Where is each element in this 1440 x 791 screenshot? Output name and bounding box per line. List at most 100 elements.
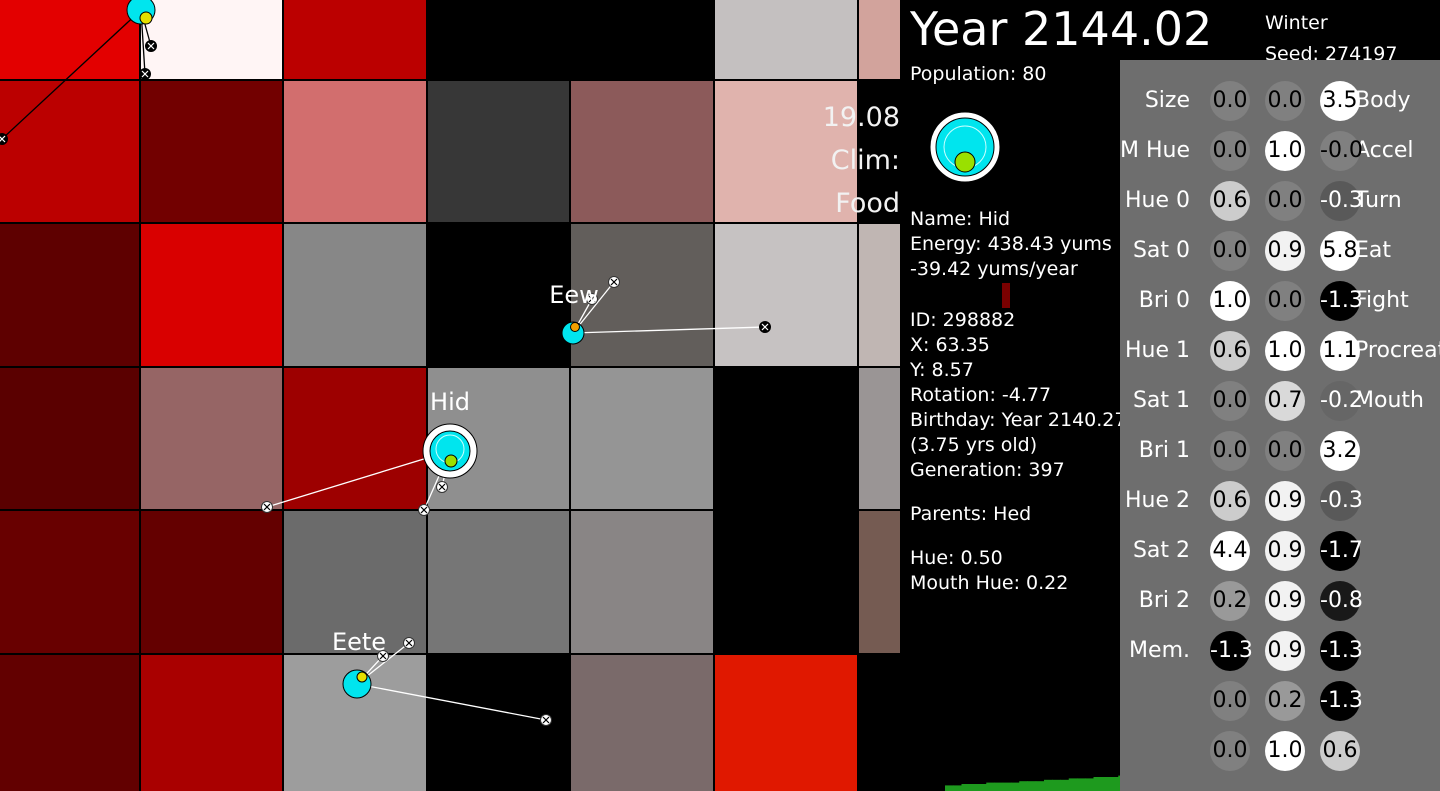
world-tile[interactable] <box>283 366 427 511</box>
world-tile[interactable] <box>857 79 900 224</box>
world-tile[interactable] <box>283 0 427 80</box>
creature-hid[interactable] <box>261 423 478 516</box>
brain-output-label: Eat <box>1355 238 1392 263</box>
world-tile[interactable] <box>857 510 900 654</box>
tile-readout-value: 19.08 <box>822 102 900 133</box>
tile-readout-food: Food <box>835 188 900 219</box>
world-tile[interactable] <box>857 654 900 791</box>
creature-label-hid[interactable]: Hid <box>430 388 470 416</box>
world-tile[interactable] <box>0 79 140 224</box>
world-tile[interactable] <box>0 223 140 367</box>
brain-neuron: 0.0 <box>1210 231 1250 271</box>
brain-neuron: 0.9 <box>1265 581 1305 621</box>
world-tile[interactable] <box>283 510 427 654</box>
world-tile[interactable] <box>857 366 900 511</box>
creature-energy: Energy: 438.43 yums <box>910 233 1112 255</box>
brain-input-label: Hue 1 <box>1124 338 1190 363</box>
world-tile[interactable] <box>139 0 284 80</box>
creature-name: Name: Hid <box>910 208 1011 230</box>
world-tile[interactable] <box>0 366 140 511</box>
creature-eete[interactable] <box>342 637 552 726</box>
world-tile[interactable] <box>714 223 858 367</box>
world-tile[interactable] <box>283 223 427 367</box>
creature-mouth-icon <box>444 454 458 468</box>
brain-output-label: Fight <box>1355 288 1409 313</box>
brain-neuron: -0.8 <box>1320 581 1363 621</box>
brain-neuron: 3.2 <box>1320 431 1360 471</box>
brain-neuron: 0.6 <box>1210 181 1250 221</box>
creature-mouth-icon <box>954 151 976 173</box>
creature-info: Name: Hid Energy: 438.43 yums -39.42 yum… <box>910 207 1126 596</box>
creature-eye-icon <box>436 481 448 493</box>
world-tile[interactable] <box>139 510 284 654</box>
brain-view: Size M Hue Hue 0 Sat 0 Bri 0 Hue 1 Sat 1 Bri 1 H… <box>1120 60 1440 791</box>
population-graph-bar <box>1011 782 1020 791</box>
creature-eye-icon <box>586 293 598 305</box>
brain-input-label: Bri 1 <box>1138 438 1190 463</box>
population-graph-bar <box>1060 779 1070 791</box>
creature-body-icon <box>429 430 471 472</box>
creature-eye-icon <box>139 68 151 80</box>
creature-hue: Hue: 0.50 <box>910 547 1003 569</box>
creature-label-eete[interactable]: Eete <box>331 628 387 656</box>
world-tile[interactable] <box>0 0 140 80</box>
creature-rotation: Rotation: -4.77 <box>910 384 1052 406</box>
world-tile[interactable] <box>570 654 714 791</box>
creature-eye-icon <box>145 40 157 52</box>
population-graph-bar <box>1002 782 1012 791</box>
brain-neuron: 0.6 <box>1210 481 1250 521</box>
creature-id: ID: 298882 <box>910 309 1016 331</box>
creature-mouth-icon <box>570 322 580 332</box>
brain-neuron: -0.2 <box>1320 381 1363 421</box>
world-tile[interactable] <box>714 79 858 224</box>
population-graph-bar <box>1035 781 1045 791</box>
world-tile[interactable] <box>283 79 427 224</box>
creature-unnamed[interactable] <box>0 0 157 145</box>
tile-readout-climate: Clim: <box>830 145 900 176</box>
world-tile[interactable] <box>570 0 714 80</box>
world-tile[interactable] <box>714 654 858 791</box>
brain-neuron: -0.3 <box>1320 181 1363 221</box>
brain-neuron: 0.0 <box>1265 81 1305 121</box>
creature-birthday: Birthday: Year 2140.27 <box>910 409 1127 431</box>
creature-label-eew[interactable]: Eew <box>549 281 599 309</box>
population-graph-bar <box>1068 778 1078 791</box>
world-tile[interactable] <box>426 79 571 224</box>
world-tile[interactable] <box>714 0 858 80</box>
population-graph-bar <box>1044 779 1053 791</box>
creature-eew[interactable] <box>561 276 771 345</box>
energy-bar <box>1002 283 1010 308</box>
world-tile[interactable] <box>570 510 714 654</box>
brain-neuron: 5.8 <box>1320 231 1360 271</box>
world-tile[interactable] <box>139 79 284 224</box>
world-tile[interactable] <box>139 654 284 791</box>
world-tile[interactable] <box>426 223 571 367</box>
brain-neuron: 0.9 <box>1265 631 1305 671</box>
world-tile[interactable] <box>714 510 858 654</box>
world-tile[interactable] <box>857 223 900 367</box>
world-tile[interactable] <box>714 366 858 511</box>
brain-output-label: Turn <box>1355 188 1402 213</box>
creature-parents: Parents: Hed <box>910 503 1032 525</box>
brain-output-label: Procreate <box>1355 338 1440 363</box>
world-tile[interactable] <box>570 366 714 511</box>
brain-neuron: 0.9 <box>1265 531 1305 571</box>
world-tile[interactable] <box>139 366 284 511</box>
creature-mouth-hue: Mouth Hue: 0.22 <box>910 572 1069 594</box>
world-tile[interactable] <box>0 510 140 654</box>
brain-output-label: Accel <box>1355 138 1414 163</box>
world-map[interactable]: 19.08 Clim: Food Hid Eew Eete <box>0 0 900 791</box>
population-graph-bar <box>1110 777 1119 791</box>
population-graph-bar <box>945 785 954 791</box>
brain-neuron: 0.0 <box>1210 731 1250 771</box>
world-tile[interactable] <box>0 654 140 791</box>
creature-body-icon <box>342 669 372 699</box>
brain-input-label: Size <box>1144 88 1190 113</box>
brain-neuron: 1.0 <box>1265 331 1305 371</box>
world-tile[interactable] <box>570 79 714 224</box>
world-tile[interactable] <box>426 510 571 654</box>
brain-input-label: Sat 0 <box>1132 238 1190 263</box>
world-tile[interactable] <box>857 0 900 80</box>
world-tile[interactable] <box>139 223 284 367</box>
world-tile[interactable] <box>426 0 571 80</box>
